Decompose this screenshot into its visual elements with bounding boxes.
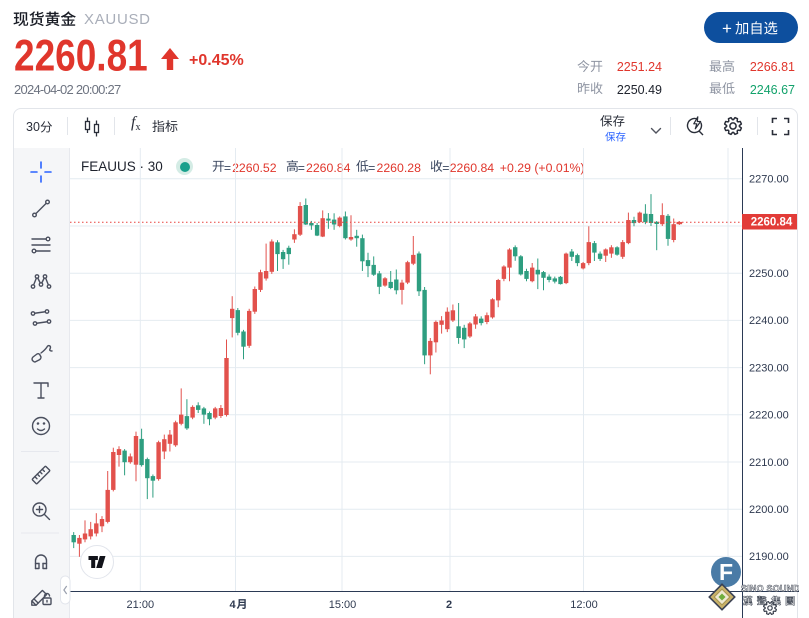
svg-text:4: 4 bbox=[230, 599, 237, 611]
svg-text:2260.84: 2260.84 bbox=[751, 217, 793, 229]
svg-text:12:00: 12:00 bbox=[570, 599, 598, 611]
svg-text:21:00: 21:00 bbox=[127, 599, 155, 611]
svg-text:2240.00: 2240.00 bbox=[749, 315, 789, 327]
svg-text:2: 2 bbox=[446, 599, 452, 611]
svg-text:2190.00: 2190.00 bbox=[749, 551, 789, 563]
svg-text:SINO SOUND: SINO SOUND bbox=[741, 584, 799, 594]
svg-text:2220.00: 2220.00 bbox=[749, 410, 789, 422]
svg-text:15:00: 15:00 bbox=[329, 599, 357, 611]
svg-text:F: F bbox=[719, 559, 733, 585]
svg-text:2210.00: 2210.00 bbox=[749, 457, 789, 469]
svg-text:2270.00: 2270.00 bbox=[749, 174, 789, 186]
svg-text:2250.00: 2250.00 bbox=[749, 268, 789, 280]
svg-text:2200.00: 2200.00 bbox=[749, 504, 789, 516]
svg-text:2230.00: 2230.00 bbox=[749, 362, 789, 374]
